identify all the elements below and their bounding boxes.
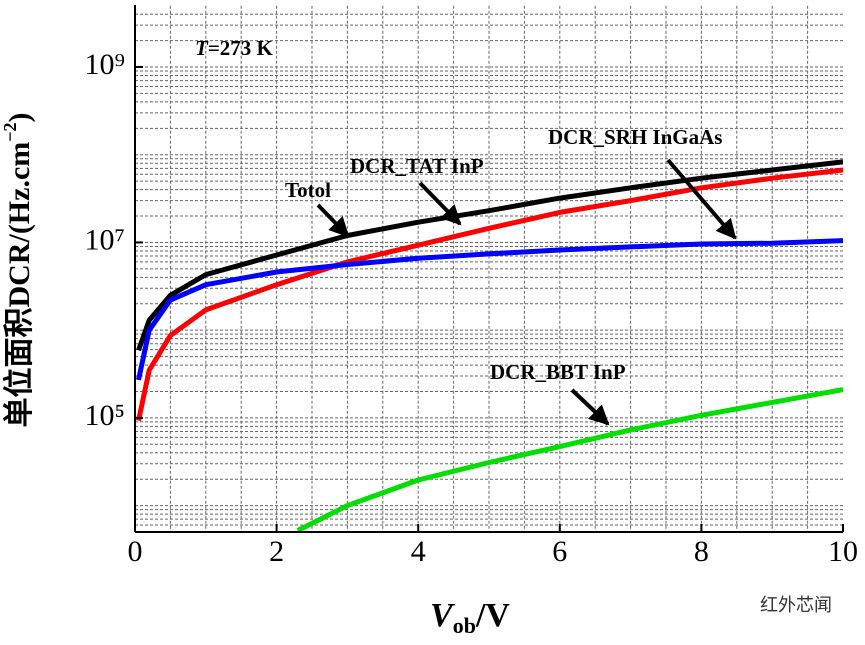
x-tick-label: 10 xyxy=(828,535,858,568)
y-axis-label: 单位面积DCR/(Hz.cm−2) xyxy=(0,112,36,427)
annotation: DCR_BBT InP xyxy=(490,360,626,384)
annotation-part: T xyxy=(195,36,209,60)
series-line xyxy=(296,387,843,532)
arrow xyxy=(570,388,610,426)
plot-lines xyxy=(136,159,843,532)
arrow xyxy=(316,203,350,238)
grid xyxy=(135,5,843,532)
x-tick-label: 2 xyxy=(269,535,284,568)
annotation: Totol xyxy=(285,178,331,202)
y-tick-label: 10⁹ xyxy=(85,48,125,81)
annotation-part: =273 K xyxy=(208,36,274,60)
x-tick-label: 6 xyxy=(552,535,567,568)
y-label-part: 单位面积DCR/(Hz.cm xyxy=(2,142,36,428)
annotation: DCR_TAT InP xyxy=(350,154,484,178)
x-tick-label: 8 xyxy=(694,535,709,568)
x-label-part: V xyxy=(430,597,455,634)
series-line xyxy=(136,167,843,422)
arrow xyxy=(418,181,462,226)
x-label-part: /V xyxy=(475,597,510,634)
annotation: T=273 K xyxy=(195,36,274,60)
x-axis-label: Vob/V xyxy=(430,597,510,638)
arrow xyxy=(666,158,737,240)
annotation: DCR_SRH InGaAs xyxy=(548,125,722,149)
arrows xyxy=(316,158,737,426)
series-line xyxy=(136,238,843,381)
x-tick-label: 0 xyxy=(128,535,143,568)
watermark: 红外芯闻 xyxy=(760,595,832,616)
y-tick-label: 10⁷ xyxy=(85,223,125,256)
y-label-part: ) xyxy=(3,112,36,122)
y-tick-label: 10⁵ xyxy=(85,399,125,432)
x-tick-label: 4 xyxy=(411,535,426,568)
y-label-part: −2 xyxy=(0,122,20,141)
series-line xyxy=(136,159,843,352)
x-label-part: ob xyxy=(453,613,476,638)
